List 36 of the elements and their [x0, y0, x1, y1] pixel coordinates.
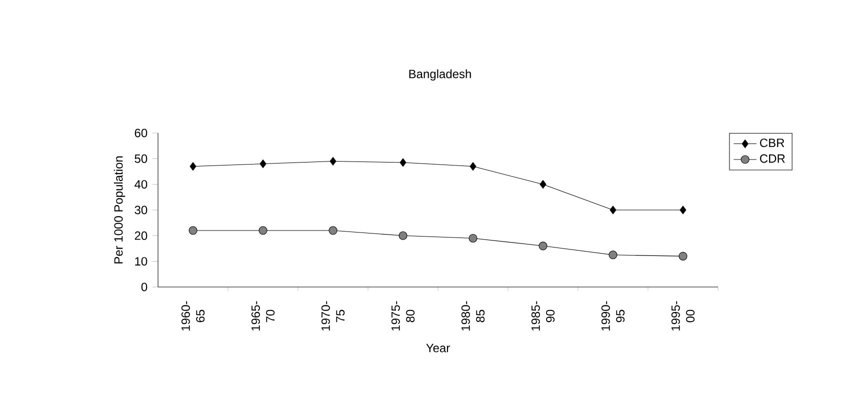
legend-label: CDR [760, 154, 785, 163]
point [538, 242, 548, 250]
point [540, 180, 546, 189]
y-tick-label: 40 [134, 180, 148, 189]
point [468, 234, 478, 242]
point [400, 158, 406, 167]
point [678, 252, 688, 260]
y-axis-title: Per 1000 Population [114, 156, 126, 264]
y-tick-label: 10 [135, 257, 148, 266]
point [330, 156, 336, 166]
x-tick-label: 1980-85 [461, 301, 485, 330]
y-tick-label: 60 [134, 128, 148, 138]
point [190, 162, 196, 171]
x-tick-label: 1960-65 [181, 301, 205, 330]
x-tick-label: 1975-80 [391, 301, 415, 330]
point [680, 206, 686, 214]
x-tick-label: 1985-90 [531, 301, 555, 330]
point [610, 206, 616, 214]
point [470, 162, 476, 171]
point [398, 231, 408, 240]
y-tick-label: 0 [141, 282, 148, 292]
legend-label: CBR [760, 138, 784, 148]
chart-title: Bangladesh [409, 69, 471, 81]
x-axis-title: Year [426, 344, 450, 352]
x-tick-label: 1990-95 [601, 301, 625, 330]
y-tick-label: 50 [134, 154, 148, 163]
point [608, 250, 618, 260]
point [258, 226, 268, 235]
point [188, 226, 198, 235]
point [328, 226, 338, 235]
x-tick-label: 1970-75 [321, 301, 345, 330]
point [260, 160, 266, 168]
y-tick-label: 20 [134, 231, 148, 240]
x-tick-label: 1995-00 [671, 301, 695, 330]
x-tick-label: 1965-70 [251, 301, 275, 330]
y-tick-label: 30 [134, 206, 148, 214]
